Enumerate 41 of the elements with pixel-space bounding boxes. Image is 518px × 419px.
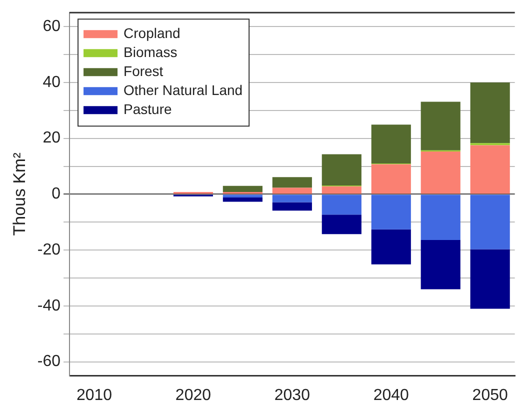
bar (470, 249, 510, 309)
y-tick-label: 60 (42, 18, 61, 35)
x-tick-label: 2040 (373, 386, 410, 404)
bar (371, 229, 411, 264)
x-tick-label: 2050 (472, 386, 508, 404)
x-tick-label: 2020 (175, 386, 212, 404)
bar (470, 145, 510, 194)
legend-label: Pasture (124, 100, 172, 117)
bar (222, 194, 262, 198)
legend-label: Forest (124, 62, 164, 79)
bar (222, 198, 262, 202)
y-tick-label: -40 (37, 297, 61, 314)
y-axis-title: Thous Km² (10, 152, 29, 236)
bar (322, 154, 362, 186)
bar (371, 164, 411, 194)
bar (420, 102, 460, 150)
y-tick-label: 0 (52, 186, 61, 203)
y-tick-label: 40 (42, 74, 61, 91)
bar (371, 194, 411, 230)
y-tick-label: -60 (37, 353, 61, 370)
bar (222, 186, 262, 192)
bar (272, 202, 312, 211)
bar (470, 82, 510, 144)
legend-label: Biomass (124, 44, 178, 60)
legend-label: Other Natural Land (124, 82, 243, 98)
bar (322, 194, 362, 215)
y-tick-label: -20 (37, 241, 61, 258)
bar (272, 194, 312, 202)
bar (470, 194, 510, 250)
x-tick-label: 2010 (76, 386, 112, 404)
legend-label: Cropland (124, 24, 180, 41)
x-tick-label: 2030 (274, 386, 310, 404)
bar (420, 194, 460, 240)
bar (322, 214, 362, 234)
bar (272, 177, 312, 188)
bar (371, 124, 411, 164)
bar (272, 188, 312, 194)
bar (420, 240, 460, 290)
bar (420, 151, 460, 194)
bar (322, 186, 362, 194)
y-tick-label: 20 (42, 130, 61, 147)
